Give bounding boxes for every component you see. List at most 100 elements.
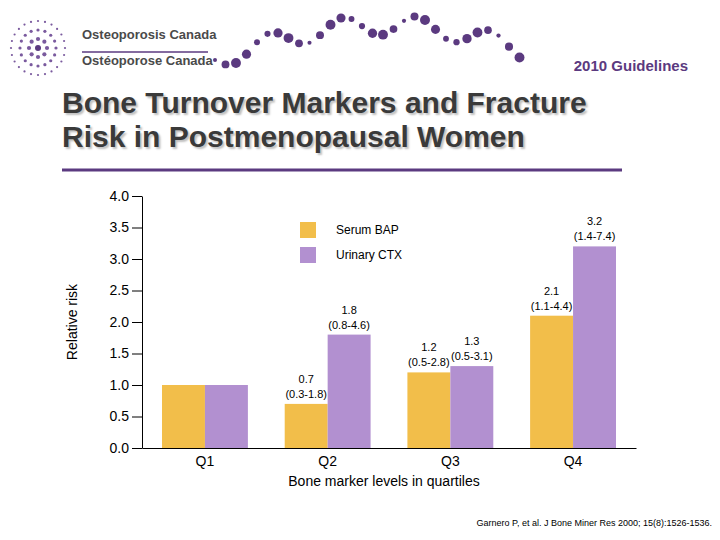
bar — [530, 316, 573, 448]
legend-swatch — [300, 222, 316, 238]
logo-dot — [30, 73, 32, 75]
logo-dot — [231, 58, 241, 68]
logo-dot — [10, 47, 12, 49]
tick-label: Q3 — [441, 453, 460, 469]
tick-label: 0.5 — [110, 408, 130, 424]
logo-dot — [37, 20, 39, 22]
tick-mark — [132, 417, 142, 418]
logo-dot — [36, 28, 39, 31]
logo-dot — [349, 16, 355, 22]
y-tick: 4.0 — [110, 188, 142, 204]
logo-dot — [24, 34, 27, 37]
tick-label: Q1 — [196, 453, 215, 469]
logo-dot — [44, 73, 46, 75]
data-label: 2.1(1.1-4.4) — [531, 285, 573, 312]
logo-dot — [54, 46, 57, 49]
tick-label: 2.5 — [110, 282, 130, 298]
tick-label: Q4 — [564, 453, 583, 469]
y-tick: 0.5 — [110, 408, 142, 424]
logo-dot — [284, 33, 294, 43]
x-tick: Q4 — [564, 448, 583, 469]
logo-dot — [37, 74, 39, 76]
tick-label: 3.5 — [110, 219, 130, 235]
tick-mark — [132, 259, 142, 260]
logo-dot — [336, 13, 345, 22]
axis-line — [142, 197, 143, 449]
logo-dot — [359, 23, 365, 29]
tick-mark — [132, 354, 142, 355]
logo-dot — [496, 33, 500, 37]
bar — [573, 246, 616, 448]
logo-dot — [60, 33, 62, 35]
legend-entry: Urinary CTX — [336, 248, 402, 262]
logo-dot — [453, 39, 459, 45]
logo-dot — [30, 21, 32, 23]
logo-dot — [222, 60, 230, 68]
legend-entry: Serum BAP — [336, 223, 399, 237]
logo-dot — [30, 52, 34, 56]
header: 2010 Guidelines — [574, 57, 688, 74]
logo-dot — [36, 64, 39, 67]
tick-mark — [132, 385, 142, 386]
tick-mark — [132, 228, 142, 229]
logo-dot — [20, 53, 23, 56]
logo-dot — [42, 52, 46, 56]
logo-dot — [42, 40, 46, 44]
y-tick: 2.0 — [110, 314, 142, 330]
logo-dot — [63, 54, 65, 56]
tick-label: 3.0 — [110, 251, 130, 267]
logo-dot — [273, 28, 282, 37]
logo-dot — [264, 31, 270, 37]
logo-dot — [24, 59, 27, 62]
y-axis-title: Relative risk — [64, 283, 80, 360]
logo-dot — [49, 59, 52, 62]
logo-dot — [60, 60, 62, 62]
tick-mark — [132, 322, 142, 323]
logo-dot — [27, 46, 31, 50]
data-label: 1.8(0.8-4.6) — [328, 304, 370, 331]
slide: Osteoporosis Canada Ostéoporose Canada 201… — [0, 0, 720, 540]
logo-rule — [82, 51, 208, 53]
legend: Serum BAP Urinary CTX — [300, 222, 402, 263]
logo-dot — [295, 39, 303, 47]
title-rule — [62, 169, 622, 172]
logo-dot — [50, 24, 52, 26]
x-tick: Q1 — [196, 448, 215, 469]
bar — [328, 335, 371, 448]
tick-label: 1.5 — [110, 345, 130, 361]
logo-dot — [36, 55, 40, 59]
logo-dot — [53, 40, 56, 43]
logo-dot — [43, 63, 46, 66]
logo-dot — [484, 26, 492, 34]
data-label: 1.2(0.5-2.8) — [408, 341, 450, 368]
logo-dot — [390, 25, 398, 33]
legend-swatch — [300, 247, 316, 263]
bar — [450, 366, 493, 448]
tick-mark — [132, 448, 142, 449]
logo-dot — [316, 31, 324, 39]
logo-dot — [378, 30, 388, 40]
y-axis: 0.00.51.01.52.02.53.03.54.0 — [110, 188, 143, 456]
data-labels: 0.7(0.3-1.8)1.2(0.5-2.8)2.1(1.1-4.4)1.8(… — [285, 215, 615, 400]
logo-dot — [402, 19, 406, 23]
tick-mark — [132, 291, 142, 292]
y-tick: 1.5 — [110, 345, 142, 361]
logo-dot — [254, 39, 260, 45]
logo-dot — [18, 46, 21, 49]
logo-dot — [30, 63, 33, 66]
logo-dot — [14, 33, 16, 35]
logo-dot — [50, 70, 52, 72]
tick-label: Q2 — [318, 453, 337, 469]
x-tick: Q2 — [318, 448, 337, 469]
logo: Osteoporosis Canada Ostéoporose Canada — [10, 13, 525, 77]
logo-dot — [56, 28, 58, 30]
tick-label: 2.0 — [110, 314, 130, 330]
logo-text: Osteoporosis Canada — [82, 27, 217, 42]
x-axis-title: Bone marker levels in quartiles — [288, 473, 479, 489]
x-tick: Q3 — [441, 448, 460, 469]
logo-text: Ostéoporose Canada — [82, 53, 214, 68]
logo-dot — [515, 52, 525, 62]
bar — [407, 372, 450, 448]
logo-dot — [420, 15, 430, 25]
bars — [162, 246, 616, 448]
